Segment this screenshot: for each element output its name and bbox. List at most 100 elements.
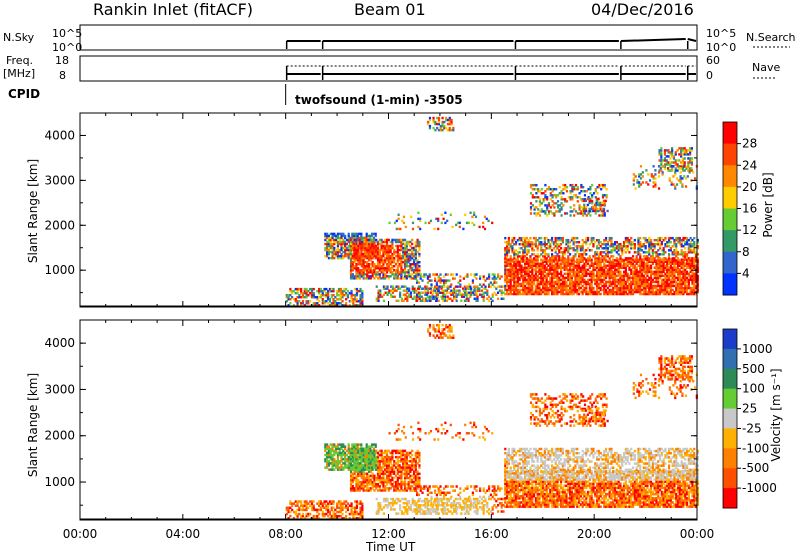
heatmap-cell	[414, 252, 417, 256]
heatmap-cell	[360, 238, 363, 242]
heatmap-cell	[354, 234, 358, 238]
heatmap-cell	[330, 295, 333, 299]
heatmap-cell	[343, 289, 346, 293]
heatmap-cell	[513, 236, 516, 240]
heatmap-cell	[389, 254, 392, 258]
heatmap-cell	[301, 295, 305, 299]
heatmap-cell	[509, 280, 512, 284]
heatmap-cell	[369, 252, 372, 256]
heatmap-cell	[396, 277, 399, 280]
heatmap-cell	[385, 242, 389, 246]
heatmap-cell	[374, 234, 377, 238]
heatmap-cell	[449, 297, 452, 300]
heatmap-cell	[437, 277, 440, 280]
heatmap-cell	[657, 171, 661, 174]
heatmap-cell	[675, 183, 679, 186]
heatmap-cell	[387, 248, 390, 252]
heatmap-cell	[516, 292, 519, 296]
heatmap-cell	[403, 242, 407, 246]
heatmap-cell	[363, 256, 367, 260]
heatmap-cell	[338, 238, 341, 242]
heatmap-cell	[349, 262, 353, 266]
heatmap-cell	[493, 279, 496, 282]
heatmap-cell	[367, 269, 371, 272]
heatmap-cell	[333, 234, 336, 238]
heatmap-cell	[327, 298, 330, 301]
heatmap-cell	[321, 289, 324, 293]
heatmap-cell	[513, 290, 516, 294]
heatmap-cell	[516, 278, 519, 282]
heatmap-cell	[504, 280, 507, 284]
heatmap-cell	[337, 302, 341, 305]
heatmap-cell	[345, 254, 349, 258]
heatmap-cell	[418, 242, 421, 246]
heatmap-cell	[349, 269, 353, 272]
heatmap-cell	[347, 234, 350, 238]
heatmap-cell	[364, 248, 367, 252]
heatmap-cell	[305, 300, 308, 303]
heatmap-cell	[509, 272, 512, 276]
heatmap-cell	[296, 295, 299, 299]
heatmap-cell	[471, 279, 474, 282]
heatmap-cell	[500, 297, 503, 300]
heatmap-cell	[582, 185, 585, 189]
heatmap-cell	[559, 247, 563, 250]
heatmap-cell	[331, 246, 334, 250]
cpid-program: twofsound (1-min) -3505	[295, 93, 463, 107]
heatmap-cell	[417, 293, 421, 296]
heatmap-cell	[472, 285, 476, 288]
heatmap-cell	[365, 232, 368, 236]
heatmap-cell	[287, 304, 290, 307]
heatmap-cell	[358, 254, 362, 258]
heatmap-cell	[396, 258, 399, 262]
heatmap-cell	[358, 260, 362, 264]
heatmap-cell	[518, 272, 521, 276]
heatmap-cell	[291, 291, 294, 295]
heatmap-cell	[432, 295, 435, 298]
heatmap-cell	[690, 157, 694, 160]
heatmap-cell	[419, 273, 422, 276]
nsky-label: N.Sky	[3, 31, 35, 44]
heatmap-cell	[314, 304, 317, 307]
heatmap-cell	[391, 271, 394, 274]
heatmap-cell	[386, 285, 389, 288]
heatmap-cell	[514, 260, 518, 263]
heatmap-cell	[382, 265, 385, 268]
heatmap-cell	[435, 291, 438, 294]
heatmap-cell	[328, 298, 332, 301]
heatmap-cell	[400, 271, 403, 274]
heatmap-cell	[619, 270, 622, 274]
heatmap-cell	[498, 285, 501, 288]
heatmap-cell	[446, 287, 449, 290]
heatmap-cell	[414, 269, 417, 272]
heatmap-cell	[482, 277, 485, 280]
heatmap-cell	[344, 236, 347, 240]
heatmap-cell	[471, 281, 474, 284]
heatmap-cell	[418, 252, 421, 256]
heatmap-cell	[375, 285, 378, 288]
heatmap-cell	[358, 246, 362, 250]
heatmap-cell	[416, 273, 419, 276]
heatmap-cell	[475, 293, 478, 296]
heatmap-cell	[355, 304, 359, 307]
heatmap-cell	[414, 265, 417, 268]
heatmap-cell	[414, 267, 417, 270]
heatmap-cell	[384, 250, 387, 254]
heatmap-cell	[400, 262, 403, 266]
heatmap-cell	[475, 299, 478, 303]
heatmap-cell	[408, 289, 411, 292]
heatmap-cell	[332, 289, 335, 293]
heatmap-cell	[349, 273, 353, 276]
heatmap-cell	[451, 291, 455, 294]
heatmap-cell	[324, 248, 327, 252]
heatmap-cell	[402, 250, 405, 254]
heatmap-cell	[355, 277, 358, 280]
heatmap-cell	[289, 287, 292, 291]
heatmap-cell	[416, 271, 419, 274]
heatmap-cell	[387, 254, 390, 258]
heatmap-cell	[491, 295, 494, 298]
heatmap-cell	[362, 236, 365, 240]
heatmap-cell	[398, 277, 401, 280]
heatmap-cell	[495, 287, 498, 290]
heatmap-cell	[355, 252, 358, 256]
